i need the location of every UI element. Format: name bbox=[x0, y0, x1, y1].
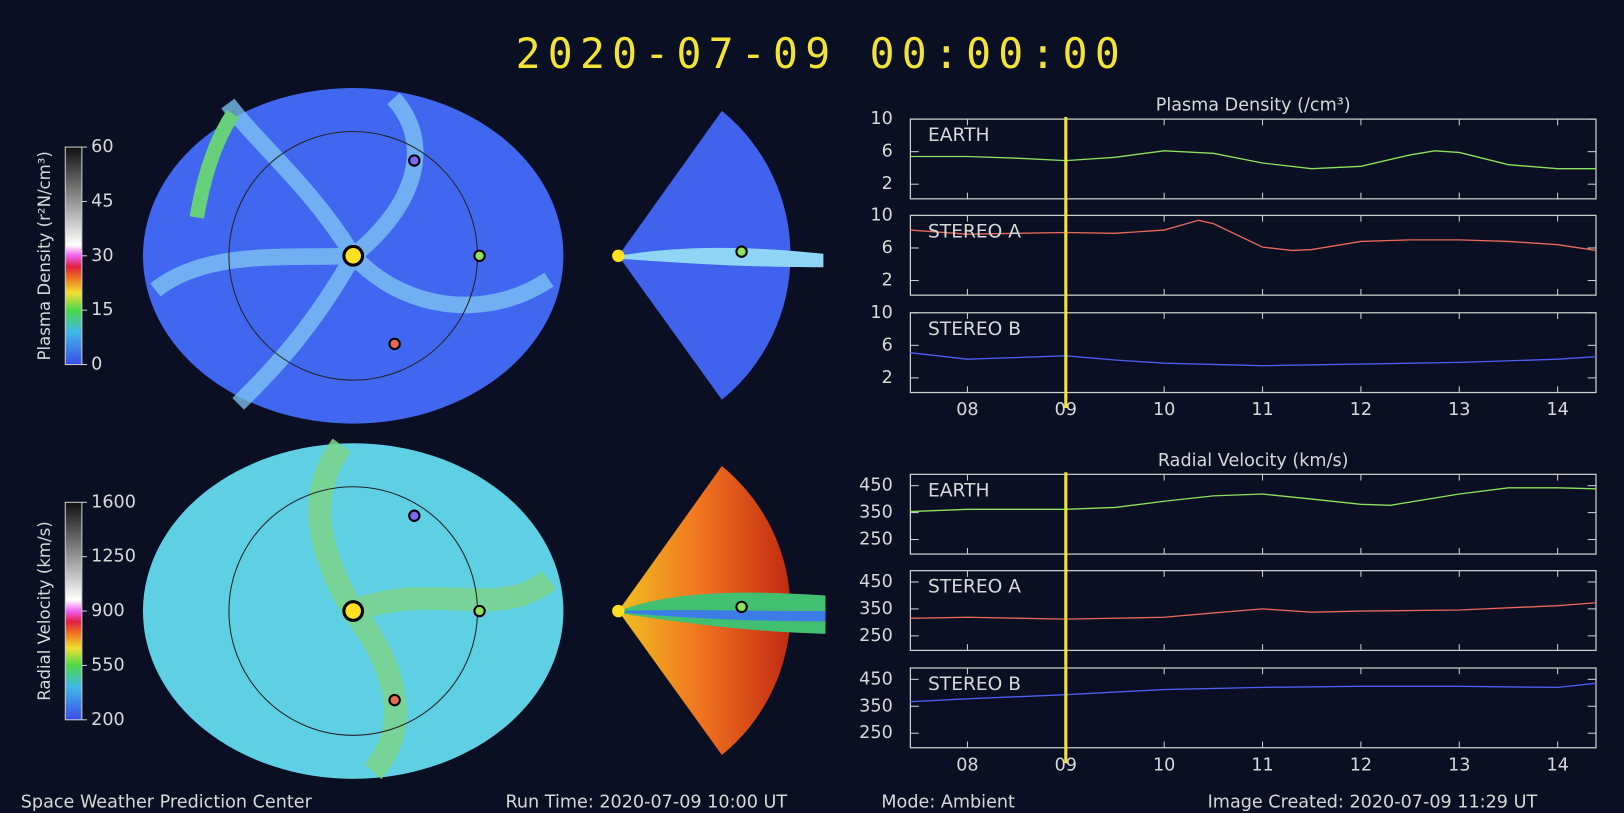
series-line bbox=[910, 602, 1597, 620]
x-tick-label: 13 bbox=[1448, 400, 1470, 420]
y-tick-label: 250 bbox=[859, 723, 893, 743]
colorbar bbox=[64, 501, 83, 721]
colorbar-label: Radial Velocity (km/s) bbox=[35, 521, 54, 701]
colorbar-tick-label: 1250 bbox=[91, 547, 136, 567]
series-name: STEREO A bbox=[928, 577, 1021, 598]
y-tick-label: 2 bbox=[882, 271, 893, 291]
y-tick-label: 6 bbox=[882, 238, 893, 258]
colorbar-tick-label: 15 bbox=[91, 300, 113, 320]
footer-mode: Mode: Ambient bbox=[881, 793, 1015, 813]
series-name: STEREO B bbox=[928, 319, 1021, 340]
panel-frame bbox=[909, 667, 1597, 749]
series-name: EARTH bbox=[928, 125, 989, 146]
x-tick-label: 09 bbox=[1055, 755, 1077, 775]
y-tick-label: 6 bbox=[882, 142, 893, 162]
series-line bbox=[910, 682, 1597, 703]
y-tick-label: 450 bbox=[859, 572, 893, 592]
y-tick-label: 10 bbox=[870, 109, 892, 129]
density-wedge bbox=[612, 110, 824, 400]
colorbar-tick-label: 900 bbox=[91, 601, 125, 621]
colorbar-tick-label: 0 bbox=[91, 355, 102, 375]
y-tick-label: 250 bbox=[859, 530, 893, 550]
panel-frame bbox=[909, 473, 1597, 555]
colorbar-tick-label: 45 bbox=[91, 191, 113, 211]
y-tick-label: 350 bbox=[859, 696, 893, 716]
panel-title: Plasma Density (/cm³) bbox=[1156, 96, 1351, 116]
velocity-disk bbox=[142, 438, 564, 780]
y-tick-label: 10 bbox=[870, 303, 892, 323]
colorbar-label: Plasma Density (r²N/cm³) bbox=[35, 151, 54, 360]
y-tick-label: 2 bbox=[882, 174, 893, 194]
panel-title: Radial Velocity (km/s) bbox=[1158, 451, 1349, 471]
x-tick-label: 08 bbox=[956, 400, 978, 420]
density-disk bbox=[142, 88, 564, 424]
y-tick-label: 250 bbox=[859, 626, 893, 646]
series-name: EARTH bbox=[928, 480, 989, 501]
x-tick-label: 12 bbox=[1350, 755, 1372, 775]
x-tick-label: 11 bbox=[1251, 400, 1273, 420]
x-tick-label: 11 bbox=[1251, 755, 1273, 775]
colorbar-tick-label: 60 bbox=[91, 137, 113, 157]
x-tick-label: 13 bbox=[1448, 755, 1470, 775]
timestamp-title: 2020-07-09 00:00:00 bbox=[516, 30, 1127, 78]
y-tick-label: 10 bbox=[870, 205, 892, 225]
y-tick-label: 350 bbox=[859, 503, 893, 523]
x-tick-label: 10 bbox=[1153, 755, 1175, 775]
y-tick-label: 350 bbox=[859, 599, 893, 619]
y-tick-label: 450 bbox=[859, 669, 893, 689]
colorbar bbox=[64, 146, 83, 366]
x-tick-label: 08 bbox=[956, 755, 978, 775]
y-tick-label: 450 bbox=[859, 476, 893, 496]
footer-run-time: Run Time: 2020-07-09 10:00 UT bbox=[505, 793, 787, 813]
panel-frame bbox=[909, 570, 1597, 652]
colorbar-tick-label: 200 bbox=[91, 710, 125, 730]
colorbar-tick-label: 550 bbox=[91, 655, 125, 675]
series-name: STEREO A bbox=[928, 221, 1021, 242]
series-line bbox=[910, 219, 1597, 252]
x-tick-label: 10 bbox=[1153, 400, 1175, 420]
footer-center: Space Weather Prediction Center bbox=[21, 793, 313, 813]
x-tick-label: 09 bbox=[1055, 400, 1077, 420]
x-tick-label: 14 bbox=[1546, 400, 1568, 420]
panel-frame bbox=[909, 214, 1597, 296]
footer-created: Image Created: 2020-07-09 11:29 UT bbox=[1208, 793, 1538, 813]
series-name: STEREO B bbox=[928, 674, 1021, 695]
colorbar-tick-label: 1600 bbox=[91, 492, 136, 512]
colorbar-tick-label: 30 bbox=[91, 246, 113, 266]
x-tick-label: 12 bbox=[1350, 400, 1372, 420]
y-tick-label: 6 bbox=[882, 335, 893, 355]
y-tick-label: 2 bbox=[882, 368, 893, 388]
x-tick-label: 14 bbox=[1546, 755, 1568, 775]
series-line bbox=[910, 351, 1597, 367]
series-line bbox=[910, 150, 1597, 170]
panel-frame bbox=[909, 118, 1597, 200]
velocity-wedge bbox=[612, 466, 826, 756]
series-line bbox=[910, 487, 1597, 513]
